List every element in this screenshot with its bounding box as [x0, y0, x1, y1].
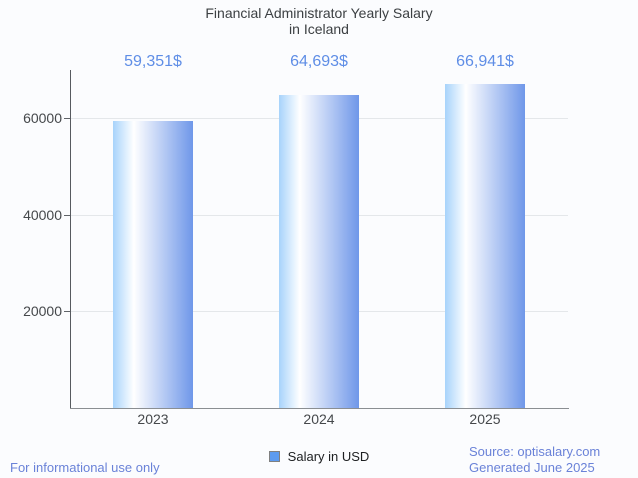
bar-2025[interactable] — [445, 84, 525, 408]
y-axis-label-40000: 40000 — [23, 206, 62, 223]
footer-source-block: Source: optisalary.com Generated June 20… — [469, 444, 600, 476]
bar-2024[interactable] — [279, 95, 359, 408]
generated-date: Generated June 2025 — [469, 460, 595, 475]
bar-2023[interactable] — [113, 121, 193, 408]
chart-title-line2: in Iceland — [289, 21, 349, 37]
y-axis-label-20000: 20000 — [23, 303, 62, 320]
x-axis-label-2025: 2025 — [469, 411, 501, 427]
footer-disclaimer: For informational use only — [10, 460, 160, 475]
y-tick-60000 — [64, 118, 70, 119]
source-link[interactable]: Source: optisalary.com — [469, 444, 601, 459]
chart-title: Financial Administrator Yearly Salary in… — [0, 5, 638, 37]
bar-value-label-2023: 59,351$ — [124, 53, 182, 70]
legend: Salary in USD — [0, 449, 638, 464]
y-axis-line — [70, 70, 71, 409]
legend-swatch-icon — [268, 451, 280, 462]
bar-value-label-2024: 64,693$ — [290, 53, 348, 70]
y-tick-20000 — [64, 311, 70, 313]
x-axis-label-2023: 2023 — [137, 411, 169, 427]
chart-title-line1: Financial Administrator Yearly Salary — [205, 5, 433, 21]
x-axis-label-2024: 2024 — [303, 411, 335, 427]
bar-value-label-2025: 66,941$ — [456, 53, 514, 70]
legend-label: Salary in USD — [287, 449, 370, 464]
y-axis-label-60000: 60000 — [23, 110, 62, 126]
y-tick-40000 — [64, 214, 70, 216]
x-axis-line — [70, 408, 569, 409]
